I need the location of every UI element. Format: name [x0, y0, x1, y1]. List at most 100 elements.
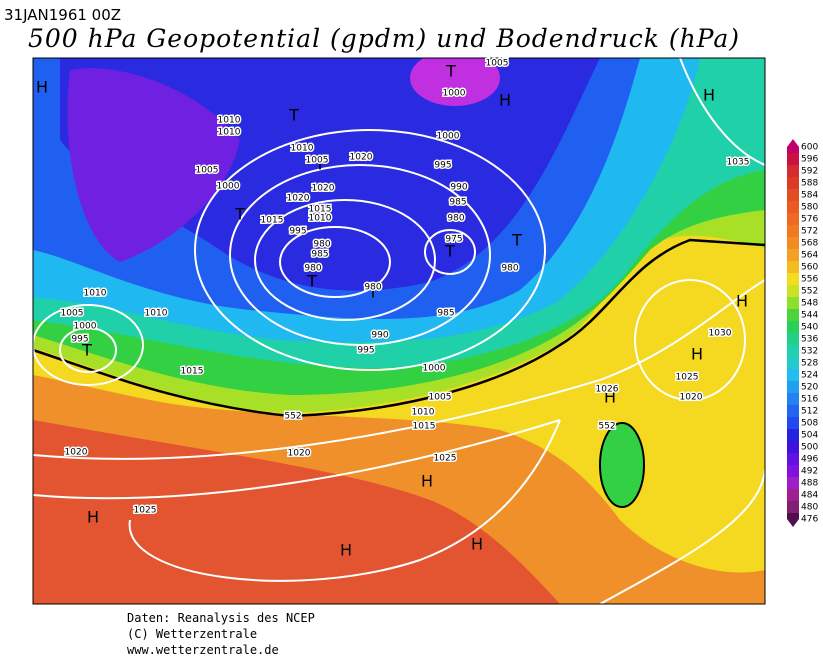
- colorbar-label: 544: [801, 311, 818, 321]
- colorbar-swatch: [787, 189, 799, 201]
- pressure-center: T: [288, 106, 299, 125]
- colorbar-label: 488: [801, 479, 818, 489]
- colorbar-swatch: [787, 369, 799, 381]
- colorbar-swatch: [787, 285, 799, 297]
- pressure-center: H: [87, 508, 99, 527]
- pressure-center: H: [471, 535, 483, 554]
- colorbar-label: 540: [801, 323, 818, 333]
- colorbar-label: 600: [801, 143, 818, 153]
- footer-url: www.wetterzentrale.de: [127, 643, 279, 656]
- isobar-label: 1010: [218, 116, 241, 126]
- colorbar-label: 580: [801, 203, 818, 213]
- isobar-label: 1010: [291, 144, 314, 154]
- pressure-center: H: [36, 78, 48, 97]
- colorbar-label: 564: [801, 251, 818, 261]
- colorbar-label: 568: [801, 239, 818, 249]
- pressure-center: H: [340, 541, 352, 560]
- isobars: [33, 58, 765, 604]
- isobar-label: 995: [434, 161, 451, 171]
- isobar-label: 1000: [423, 364, 446, 374]
- colorbar-swatch: [787, 165, 799, 177]
- map-title: 500 hPa Geopotential (gpdm) und Bodendru…: [28, 24, 740, 53]
- colorbar-label: 536: [801, 335, 818, 345]
- isobar-label: 1020: [350, 153, 373, 163]
- colorbar-swatch: [787, 153, 799, 165]
- date-label: 31JAN1961 00Z: [4, 6, 121, 24]
- colorbar-label: 552: [801, 287, 818, 297]
- footer-copyright: (C) Wetterzentrale: [127, 627, 257, 641]
- colorbar-label: 492: [801, 467, 818, 477]
- colorbar-label: 508: [801, 419, 818, 429]
- colorbar-cap: [787, 519, 799, 527]
- pressure-center: T: [234, 205, 245, 224]
- colorbar-swatch: [787, 273, 799, 285]
- colorbar-swatch: [787, 225, 799, 237]
- colorbar-label: 476: [801, 515, 818, 525]
- colorbar-swatch: [787, 345, 799, 357]
- isobar-label: 1005: [61, 309, 84, 319]
- isobar-label: 552: [598, 422, 615, 432]
- pressure-center: H: [604, 388, 616, 407]
- isobar-label: 1020: [288, 449, 311, 459]
- isobar-label: 990: [450, 183, 467, 193]
- colorbar-swatch: [787, 453, 799, 465]
- isobar-label: 1030: [709, 329, 732, 339]
- isobar-label: 980: [364, 283, 381, 293]
- pressure-center: H: [691, 345, 703, 364]
- isobar-label: 1005: [429, 393, 452, 403]
- map-field: [33, 58, 765, 604]
- colorbar-swatch: [787, 501, 799, 513]
- isobar-label: 1000: [437, 132, 460, 142]
- pressure-center: T: [367, 283, 378, 302]
- colorbar-swatch: [787, 429, 799, 441]
- colorbar-swatch: [787, 465, 799, 477]
- colorbar-swatch: [787, 213, 799, 225]
- colorbar-swatch: [787, 381, 799, 393]
- colorbar-label: 528: [801, 359, 818, 369]
- isobar-label: 1010: [412, 408, 435, 418]
- colorbar-swatch: [787, 489, 799, 501]
- isobar-label: 1015: [413, 422, 436, 432]
- isobar-label: 995: [357, 346, 374, 356]
- isobar-label: 1015: [181, 367, 204, 377]
- colorbar-label: 556: [801, 275, 818, 285]
- colorbar-swatch: [787, 201, 799, 213]
- pressure-center: T: [444, 242, 455, 261]
- colorbar-label: 532: [801, 347, 818, 357]
- isobar-label: 1015: [309, 205, 332, 215]
- isobar-label: 980: [304, 264, 321, 274]
- pressure-center: T: [306, 272, 317, 291]
- colorbar-swatch: [787, 417, 799, 429]
- colorbar-swatch: [787, 297, 799, 309]
- pressure-center: H: [499, 91, 511, 110]
- pressure-center: H: [703, 86, 715, 105]
- isobar-label: 1020: [680, 393, 703, 403]
- colorbar-swatch: [787, 357, 799, 369]
- isobar-label: 985: [449, 198, 466, 208]
- colorbar-swatch: [787, 309, 799, 321]
- colorbar-swatch: [787, 237, 799, 249]
- colorbar-swatch: [787, 333, 799, 345]
- colorbar-label: 588: [801, 179, 818, 189]
- colorbar-label: 572: [801, 227, 818, 237]
- colorbar-label: 584: [801, 191, 818, 201]
- isobar-label: 980: [447, 214, 464, 224]
- colorbar-label: 548: [801, 299, 818, 309]
- isobar-label: 980: [313, 240, 330, 250]
- colorbar-swatch: [787, 261, 799, 273]
- colorbar-label: 500: [801, 443, 818, 453]
- isobar-label: 985: [437, 309, 454, 319]
- colorbar-cap: [787, 139, 799, 147]
- isobar-label: 990: [371, 331, 388, 341]
- isobar-label: 1020: [287, 194, 310, 204]
- isobar-label: 1000: [443, 89, 466, 99]
- isobar-label: 1010: [84, 289, 107, 299]
- pressure-center: T: [445, 62, 456, 81]
- isobar-label: 995: [289, 227, 306, 237]
- isobar-label: 1000: [74, 322, 97, 332]
- colorbar-swatch: [787, 177, 799, 189]
- colorbar-label: 596: [801, 155, 818, 165]
- colorbar-label: 524: [801, 371, 818, 381]
- isobar-label: 1025: [434, 454, 457, 464]
- colorbar-swatch: [787, 393, 799, 405]
